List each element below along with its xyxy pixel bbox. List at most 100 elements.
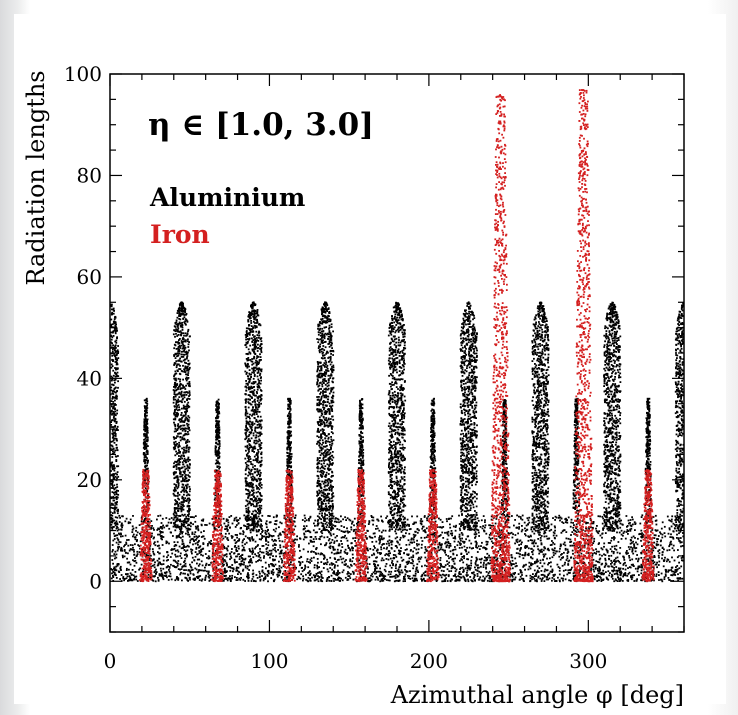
aluminium-point <box>488 574 491 577</box>
aluminium-point <box>265 567 267 570</box>
aluminium-point <box>158 557 161 560</box>
aluminium-point <box>604 532 607 534</box>
aluminium-point <box>223 574 226 577</box>
aluminium-point <box>206 557 208 559</box>
aluminium-point <box>610 563 612 565</box>
aluminium-point <box>661 551 664 554</box>
aluminium-point <box>243 524 245 527</box>
aluminium-point <box>189 578 191 581</box>
aluminium-point <box>263 535 266 538</box>
aluminium-point <box>185 339 187 342</box>
aluminium-point <box>340 530 343 532</box>
aluminium-point <box>605 548 608 551</box>
aluminium-point <box>340 525 343 527</box>
aluminium-point <box>116 516 119 519</box>
aluminium-point <box>604 559 607 562</box>
aluminium-point <box>179 324 182 327</box>
aluminium-point <box>329 547 332 550</box>
aluminium-point <box>116 412 118 415</box>
aluminium-point <box>301 570 304 573</box>
aluminium-point <box>676 533 678 536</box>
aluminium-point <box>312 538 315 540</box>
aluminium-point <box>479 526 482 528</box>
aluminium-point <box>303 514 306 517</box>
aluminium-point <box>528 536 530 538</box>
aluminium-point <box>465 563 468 566</box>
aluminium-point <box>337 571 339 573</box>
aluminium-point <box>655 573 658 576</box>
aluminium-point <box>258 575 261 578</box>
aluminium-point <box>540 580 543 582</box>
aluminium-point <box>128 575 131 578</box>
aluminium-point <box>574 574 577 577</box>
aluminium-point <box>302 577 305 580</box>
aluminium-point <box>156 529 159 531</box>
aluminium-point <box>524 545 527 547</box>
aluminium-point <box>173 541 176 543</box>
aluminium-point <box>181 438 184 440</box>
aluminium-point <box>442 537 445 539</box>
aluminium-point <box>187 456 190 459</box>
aluminium-point <box>220 572 222 575</box>
aluminium-point <box>116 473 118 476</box>
aluminium-point <box>388 539 391 542</box>
aluminium-point <box>201 564 204 567</box>
aluminium-point <box>566 521 569 524</box>
aluminium-point <box>183 424 186 427</box>
aluminium-point <box>372 516 375 519</box>
aluminium-point <box>521 577 523 580</box>
aluminium-point <box>604 557 607 560</box>
aluminium-point <box>531 551 533 553</box>
aluminium-point <box>339 555 342 558</box>
aluminium-point <box>185 376 188 379</box>
aluminium-point <box>126 561 129 564</box>
aluminium-point <box>612 560 615 562</box>
aluminium-point <box>415 568 418 571</box>
aluminium-point <box>113 511 116 514</box>
aluminium-point <box>605 563 608 566</box>
aluminium-point <box>110 470 112 472</box>
aluminium-point <box>351 520 354 523</box>
aluminium-point <box>529 577 532 580</box>
aluminium-point <box>569 538 572 541</box>
aluminium-point <box>115 553 118 556</box>
aluminium-point <box>309 516 312 519</box>
aluminium-point <box>555 580 558 582</box>
aluminium-point <box>217 543 220 545</box>
aluminium-point <box>547 563 549 566</box>
aluminium-point <box>245 515 247 518</box>
aluminium-point <box>482 546 484 549</box>
aluminium-point <box>614 547 616 550</box>
aluminium-point <box>336 574 339 577</box>
aluminium-point <box>184 419 187 422</box>
aluminium-point <box>295 566 297 569</box>
aluminium-point <box>183 472 186 475</box>
aluminium-point <box>271 564 274 567</box>
aluminium-point <box>247 555 250 558</box>
aluminium-point <box>177 363 180 366</box>
aluminium-point <box>187 502 190 504</box>
aluminium-point <box>242 533 245 536</box>
aluminium-point <box>516 514 518 517</box>
aluminium-point <box>112 433 114 436</box>
aluminium-point <box>374 567 377 569</box>
aluminium-point <box>657 538 659 540</box>
aluminium-point <box>461 556 464 558</box>
aluminium-point <box>326 568 329 571</box>
aluminium-point <box>224 554 227 556</box>
aluminium-point <box>672 530 675 533</box>
aluminium-point <box>655 519 658 522</box>
aluminium-point <box>664 535 667 538</box>
aluminium-point <box>535 578 538 581</box>
aluminium-point <box>395 573 397 576</box>
aluminium-point <box>308 518 310 520</box>
aluminium-point <box>225 553 228 555</box>
aluminium-point <box>265 548 268 550</box>
aluminium-point <box>184 407 186 410</box>
aluminium-point <box>597 515 600 518</box>
aluminium-point <box>628 571 631 574</box>
aluminium-point <box>534 561 536 563</box>
aluminium-point <box>314 531 317 534</box>
aluminium-point <box>458 575 461 578</box>
aluminium-point <box>132 559 134 562</box>
